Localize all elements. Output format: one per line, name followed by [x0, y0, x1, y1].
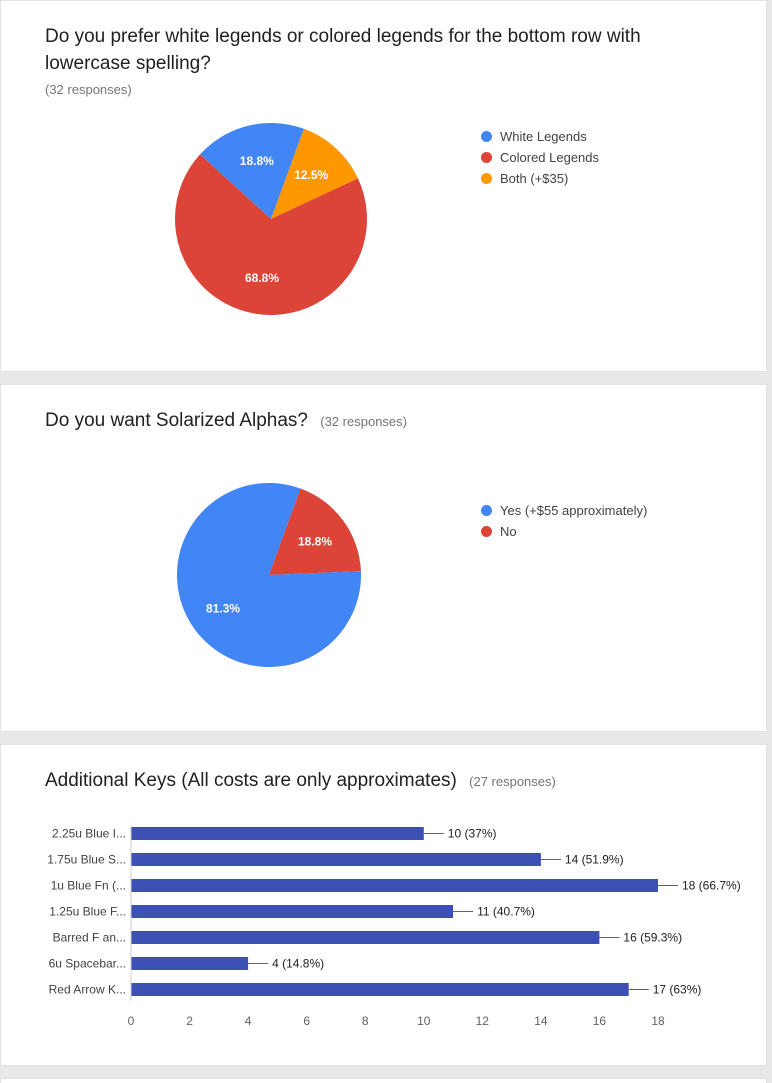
- x-axis-tick-label: 2: [186, 1014, 193, 1028]
- legend-label: Colored Legends: [500, 150, 600, 165]
- legend-item: Colored Legends: [481, 150, 599, 165]
- pie-slice-label: 68.8%: [245, 271, 279, 285]
- pie-slice-1: [175, 154, 367, 315]
- bar-value-label: 4 (14.8%): [272, 957, 324, 971]
- x-axis-tick-label: 0: [128, 1014, 135, 1028]
- legend-item: No: [481, 524, 647, 539]
- bar-value-label: 14 (51.9%): [565, 853, 624, 867]
- legend-item: White Legends: [481, 129, 599, 144]
- bar-value-label: 16 (59.3%): [623, 931, 682, 945]
- legend-item: Yes (+$55 approximately): [481, 503, 647, 518]
- pie-chart: 18.8% 81.3%: [177, 483, 361, 667]
- question-title: Do you prefer white legends or colored l…: [45, 23, 722, 77]
- question-card-solarized-alphas: Do you want Solarized Alphas? (32 respon…: [0, 384, 767, 732]
- bar: [131, 827, 424, 840]
- bar: [131, 905, 454, 918]
- bar: [131, 879, 658, 892]
- x-axis-tick-label: 8: [362, 1014, 369, 1028]
- response-count: (32 responses): [320, 414, 407, 429]
- bar: [131, 931, 600, 944]
- x-axis-tick-label: 4: [245, 1014, 252, 1028]
- response-count: (32 responses): [45, 82, 132, 97]
- pie-slice-label: 12.5%: [294, 168, 328, 182]
- legend-item: Both (+$35): [481, 171, 599, 186]
- question-title-text: Do you prefer white legends or colored l…: [45, 26, 641, 74]
- legend-label: Both (+$35): [500, 171, 569, 186]
- bar-category-label: Red Arrow K...: [49, 983, 126, 997]
- chart-area: 12.5% 68.8% 18.8% White Legends Colored Leg…: [45, 123, 722, 315]
- chart-legend: Yes (+$55 approximately) No: [481, 483, 647, 545]
- bar-category-label: 1u Blue Fn (...: [51, 879, 126, 893]
- chart-legend: White Legends Colored Legends Both (+$35): [481, 123, 599, 192]
- bar-value-label: 10 (37%): [448, 827, 497, 841]
- pie-slice-0: [177, 483, 361, 667]
- legend-color-dot: [481, 152, 492, 163]
- legend-color-dot: [481, 526, 492, 537]
- bar: [131, 957, 249, 970]
- bar-category-label: 1.75u Blue S...: [47, 853, 126, 867]
- bar-category-label: Barred F an...: [53, 931, 126, 945]
- question-title-text: Do you want Solarized Alphas?: [45, 410, 308, 431]
- legend-color-dot: [481, 131, 492, 142]
- question-title: Additional Keys (All costs are only appr…: [45, 767, 722, 795]
- x-axis-tick-label: 18: [651, 1014, 665, 1028]
- legend-label: White Legends: [500, 129, 587, 144]
- next-card-partial: [0, 1078, 767, 1083]
- legend-color-dot: [481, 173, 492, 184]
- bar-category-label: 6u Spacebar...: [49, 957, 126, 971]
- x-axis-tick-label: 6: [303, 1014, 310, 1028]
- legend-color-dot: [481, 505, 492, 516]
- response-count: (27 responses): [469, 774, 556, 789]
- chart-area: 18.8% 81.3% Yes (+$55 approximately) No: [45, 483, 722, 667]
- question-title: Do you want Solarized Alphas? (32 respon…: [45, 407, 722, 435]
- pie-slice-label: 81.3%: [206, 602, 240, 616]
- legend-label: Yes (+$55 approximately): [500, 503, 648, 518]
- bar-chart: 2.25u Blue I... 10 (37%) 1.75u Blue S... 14…: [47, 825, 741, 1028]
- pie-chart: 12.5% 68.8% 18.8%: [175, 123, 367, 315]
- x-axis-tick-label: 14: [534, 1014, 548, 1028]
- bar: [131, 853, 541, 866]
- bar-value-label: 18 (66.7%): [682, 879, 741, 893]
- pie-slice-2: [271, 128, 358, 219]
- x-axis-tick-label: 16: [593, 1014, 607, 1028]
- legend-label: No: [500, 524, 517, 539]
- pie-slice-1: [269, 488, 361, 575]
- pie-slice-label: 18.8%: [240, 154, 274, 168]
- x-axis-tick-label: 12: [476, 1014, 490, 1028]
- question-card-legends: Do you prefer white legends or colored l…: [0, 0, 767, 372]
- bar-category-label: 2.25u Blue I...: [52, 827, 126, 841]
- bar-category-label: 1.25u Blue F...: [49, 905, 126, 919]
- pie-slice-0: [200, 123, 304, 219]
- bar-value-label: 17 (63%): [653, 983, 702, 997]
- bar: [131, 983, 629, 996]
- x-axis-tick-label: 10: [417, 1014, 431, 1028]
- question-card-additional-keys: Additional Keys (All costs are only appr…: [0, 744, 767, 1066]
- bar-value-label: 11 (40.7%): [477, 905, 535, 919]
- question-title-text: Additional Keys (All costs are only appr…: [45, 770, 457, 791]
- pie-slice-label: 18.8%: [298, 534, 332, 548]
